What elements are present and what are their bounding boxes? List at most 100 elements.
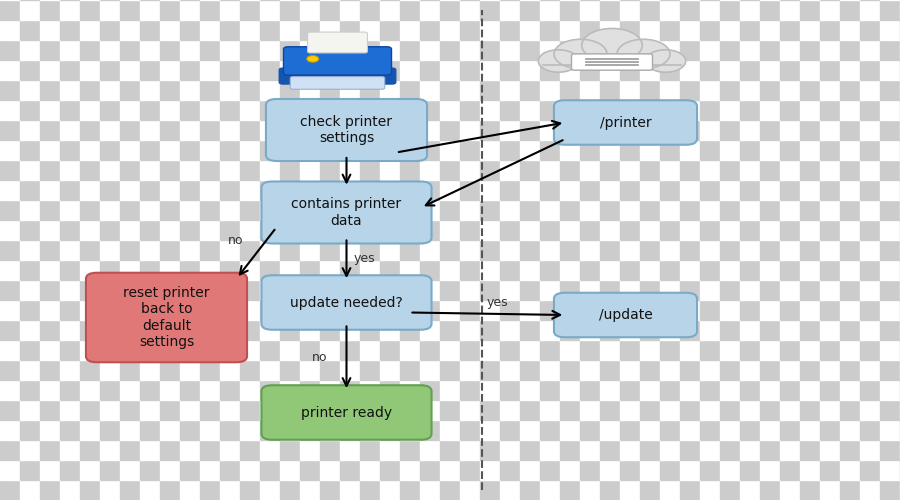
Bar bbox=[460, 40, 480, 60]
Bar bbox=[380, 340, 400, 360]
Bar bbox=[160, 0, 180, 20]
Bar bbox=[140, 460, 160, 480]
Bar bbox=[40, 300, 60, 320]
Bar bbox=[320, 280, 340, 300]
Bar bbox=[680, 60, 700, 80]
Bar bbox=[120, 300, 140, 320]
Bar bbox=[160, 200, 180, 220]
Bar bbox=[600, 240, 620, 260]
Bar bbox=[380, 260, 400, 280]
Bar bbox=[460, 360, 480, 380]
Bar bbox=[180, 120, 200, 140]
Bar bbox=[740, 140, 760, 160]
Bar bbox=[40, 380, 60, 400]
Bar bbox=[340, 180, 360, 200]
Bar bbox=[320, 40, 340, 60]
Bar bbox=[120, 340, 140, 360]
Bar bbox=[620, 100, 640, 120]
Bar bbox=[380, 80, 400, 100]
Bar bbox=[700, 100, 720, 120]
Bar bbox=[620, 340, 640, 360]
Bar bbox=[620, 240, 640, 260]
Bar bbox=[20, 420, 40, 440]
Bar bbox=[680, 440, 700, 460]
Bar bbox=[780, 340, 800, 360]
Bar bbox=[520, 300, 540, 320]
Bar bbox=[100, 180, 120, 200]
Bar bbox=[640, 320, 660, 340]
Bar bbox=[760, 120, 780, 140]
Bar bbox=[540, 400, 560, 420]
Bar bbox=[100, 100, 120, 120]
Bar bbox=[200, 140, 220, 160]
Bar bbox=[460, 460, 480, 480]
Bar bbox=[820, 260, 840, 280]
Bar bbox=[620, 180, 640, 200]
Bar bbox=[760, 340, 780, 360]
Bar bbox=[140, 160, 160, 180]
Bar bbox=[120, 120, 140, 140]
Bar bbox=[620, 120, 640, 140]
Bar bbox=[580, 200, 600, 220]
Bar bbox=[880, 400, 900, 420]
Bar bbox=[700, 360, 720, 380]
Bar bbox=[580, 280, 600, 300]
Bar bbox=[560, 20, 580, 40]
Bar bbox=[80, 460, 100, 480]
Bar bbox=[320, 480, 340, 500]
Circle shape bbox=[554, 40, 607, 68]
Bar bbox=[580, 460, 600, 480]
Bar bbox=[140, 300, 160, 320]
Bar bbox=[440, 120, 460, 140]
Bar bbox=[160, 140, 180, 160]
Bar bbox=[560, 0, 580, 20]
Bar bbox=[420, 20, 440, 40]
Bar bbox=[360, 100, 380, 120]
Bar bbox=[640, 100, 660, 120]
Bar bbox=[140, 120, 160, 140]
Bar bbox=[140, 260, 160, 280]
Bar bbox=[600, 180, 620, 200]
Bar bbox=[200, 320, 220, 340]
Bar bbox=[260, 340, 280, 360]
Bar bbox=[860, 340, 880, 360]
Bar bbox=[340, 240, 360, 260]
Bar bbox=[500, 340, 520, 360]
Bar bbox=[260, 0, 280, 20]
Bar bbox=[40, 180, 60, 200]
Bar bbox=[60, 240, 80, 260]
Bar bbox=[460, 380, 480, 400]
Bar bbox=[20, 240, 40, 260]
Bar bbox=[760, 180, 780, 200]
Bar bbox=[300, 340, 320, 360]
Bar bbox=[700, 80, 720, 100]
Bar bbox=[640, 80, 660, 100]
Bar bbox=[300, 380, 320, 400]
Bar bbox=[160, 420, 180, 440]
Bar bbox=[660, 360, 680, 380]
Bar bbox=[160, 60, 180, 80]
Bar bbox=[220, 140, 240, 160]
Bar bbox=[40, 0, 60, 20]
Bar bbox=[240, 360, 260, 380]
Bar bbox=[80, 260, 100, 280]
Bar bbox=[660, 180, 680, 200]
Bar bbox=[480, 420, 500, 440]
Bar bbox=[760, 460, 780, 480]
Circle shape bbox=[307, 56, 319, 62]
Bar bbox=[180, 280, 200, 300]
Bar bbox=[740, 380, 760, 400]
Bar bbox=[700, 40, 720, 60]
Bar bbox=[600, 380, 620, 400]
Bar bbox=[640, 360, 660, 380]
Bar bbox=[420, 280, 440, 300]
Bar bbox=[300, 420, 320, 440]
Bar bbox=[380, 380, 400, 400]
Bar bbox=[720, 260, 740, 280]
Bar bbox=[140, 320, 160, 340]
Bar bbox=[640, 180, 660, 200]
Bar bbox=[480, 360, 500, 380]
Bar bbox=[860, 180, 880, 200]
Bar bbox=[660, 420, 680, 440]
Bar bbox=[880, 120, 900, 140]
